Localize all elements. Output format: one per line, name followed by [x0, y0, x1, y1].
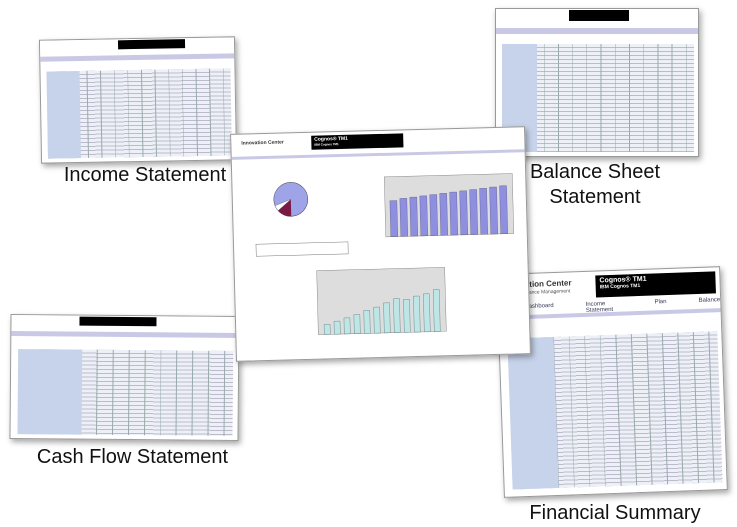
pie-legend	[256, 242, 348, 256]
cashflow-screenshot	[9, 314, 239, 441]
summary-screenshot: Innovation Center for Performance Manage…	[496, 266, 728, 498]
balance-screenshot	[495, 8, 699, 157]
dashboard-graphics	[232, 153, 530, 361]
caption: Income Statement	[55, 164, 235, 187]
subproduct: IBM Cognos TM1	[314, 140, 400, 146]
nav-item[interactable]: Plan	[654, 299, 666, 308]
brand: Innovation Center	[241, 139, 284, 146]
caption: Financial Summary	[515, 502, 715, 525]
collage: Innovation Center for Performance Manage…	[0, 0, 737, 527]
income-screenshot	[39, 36, 237, 163]
caption: Cash Flow Statement	[20, 446, 245, 469]
nav-item[interactable]: Income Statement	[586, 301, 623, 311]
dashboard-screenshot: Innovation Center Cognos® TM1 IBM Cognos…	[230, 126, 531, 362]
caption: Balance Sheet Statement	[520, 160, 670, 210]
nav-item[interactable]: Balance	[698, 297, 720, 307]
